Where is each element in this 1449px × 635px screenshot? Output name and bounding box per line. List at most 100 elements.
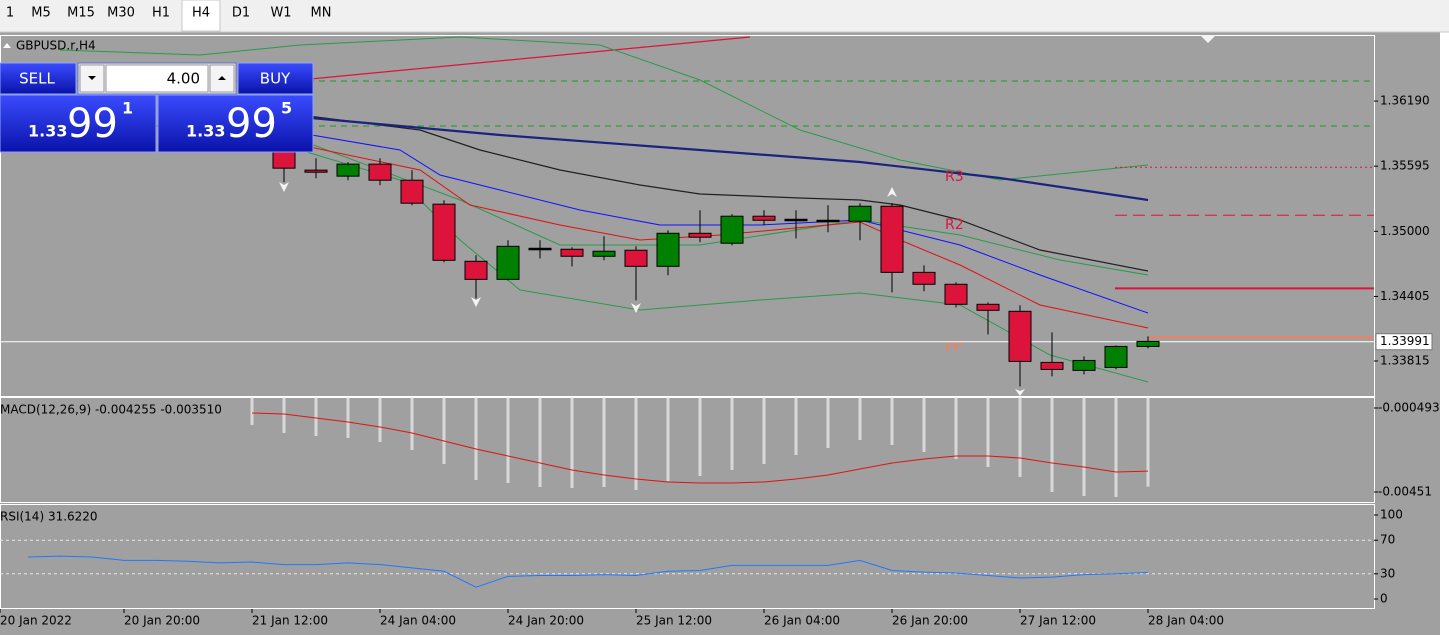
right-edge [1440, 0, 1449, 635]
timeframe-button[interactable]: H4 [192, 6, 210, 21]
y-tick-label: -0.00451 [1378, 485, 1432, 499]
candle-body [400, 179, 424, 204]
macd-bar [986, 397, 990, 467]
y-tick-label: 0 [1380, 592, 1388, 606]
macd-signal [251, 412, 1149, 484]
y-tick-label: 1.34405 [1380, 289, 1430, 303]
candle-body [880, 205, 904, 273]
x-tick-label: 27 Jan 12:00 [1020, 614, 1096, 628]
fractal-down [279, 182, 289, 192]
price-box [1375, 333, 1433, 351]
timeframe-button[interactable]: M5 [31, 6, 51, 21]
buy-button[interactable] [237, 62, 314, 95]
candle-body [624, 249, 648, 267]
macd-bar [346, 397, 350, 438]
x-tick-label: 21 Jan 12:00 [252, 614, 328, 628]
macd-bar [826, 397, 830, 448]
timeframe-button[interactable]: D1 [232, 6, 250, 21]
ma-black [299, 114, 1149, 272]
fractal-down [1015, 389, 1025, 396]
up-arrow [218, 76, 226, 80]
y-tick-label: 100 [1380, 508, 1403, 522]
candle-body [496, 245, 520, 280]
active-timeframe [181, 0, 221, 32]
fractal-down [471, 297, 481, 307]
y-tick-label: 1.33815 [1380, 353, 1430, 367]
rsi-pane [0, 504, 1375, 609]
candle-body [848, 205, 872, 222]
macd-bar [1050, 397, 1054, 492]
bid-box[interactable] [0, 94, 157, 153]
x-tick-label: 26 Jan 04:00 [764, 614, 840, 628]
sell-button[interactable] [0, 62, 77, 95]
candle-body [1072, 359, 1096, 371]
ask-pips: 99 [226, 101, 277, 147]
timeframe-button[interactable]: MN [311, 6, 332, 21]
timeframe-button[interactable]: M15 [67, 6, 95, 21]
macd-bar [954, 397, 958, 459]
macd-bar [602, 397, 606, 487]
candle-body [1008, 310, 1032, 362]
macd-bar [890, 397, 894, 445]
macd-bar [1018, 397, 1022, 477]
x-tick-label: 24 Jan 20:00 [508, 614, 584, 628]
toolbar [0, 0, 1449, 32]
candle-body [944, 283, 968, 305]
fractals [279, 35, 1216, 396]
fractal-down [631, 303, 641, 313]
trade-panel: SELL 4.00 BUY 1.33 99 1 1.33 99 5 [0, 62, 314, 153]
macd-bar [698, 397, 702, 476]
macd-bar [378, 397, 382, 442]
x-tick-label: 24 Jan 04:00 [380, 614, 456, 628]
band-lower [299, 149, 1149, 383]
ma-navy [299, 115, 1149, 202]
timeframe-button[interactable]: M30 [107, 6, 135, 21]
macd-bar [506, 397, 510, 483]
lot-input[interactable] [105, 64, 209, 93]
rsi-line [27, 555, 1149, 588]
timeframe-button[interactable]: H1 [152, 6, 170, 21]
macd-bar [442, 397, 446, 464]
macd-bar [1114, 397, 1118, 497]
trend-line [299, 36, 751, 81]
sell-label: SELL [19, 70, 55, 88]
candle-body [304, 169, 328, 173]
candle-body [432, 203, 456, 261]
timeframe-button[interactable]: W1 [270, 6, 291, 21]
macd-bar [250, 397, 254, 425]
ma-red [299, 144, 1149, 329]
candle-body [976, 303, 1000, 311]
ask-big: 1.33 [186, 122, 225, 141]
macd-bar [410, 397, 414, 450]
ma-blue [299, 132, 1149, 314]
macd-bar [1146, 397, 1150, 487]
macd-bar [634, 397, 638, 490]
ask-fraction: 5 [281, 99, 292, 118]
ask-box[interactable] [157, 94, 314, 153]
shift-marker [1200, 35, 1216, 43]
y-tick-label: 1.36190 [1380, 94, 1430, 108]
macd-bar [794, 397, 798, 455]
candle-body [1104, 345, 1128, 368]
candle-body [464, 260, 488, 280]
candle-body [560, 248, 584, 257]
candle-body [272, 149, 296, 169]
candle-body [336, 163, 360, 177]
candle-body [752, 215, 776, 221]
candle-body [688, 232, 712, 238]
candle-body [720, 215, 744, 244]
candle-body [656, 232, 680, 267]
y-tick-label: 1.35000 [1380, 224, 1430, 238]
x-tick-label: 25 Jan 12:00 [636, 614, 712, 628]
rsi-title: RSI(14) 31.6220 [0, 510, 98, 524]
timeframe-button[interactable]: 1 [6, 6, 14, 21]
candle-body [816, 219, 840, 223]
fractal-up [887, 187, 897, 197]
band-upper [59, 36, 1149, 181]
macd-bar [730, 397, 734, 470]
indicators [0, 35, 1374, 396]
pivot-label: R3 [945, 169, 964, 185]
candle-body [1136, 340, 1160, 347]
price-label: 1.33991 [1380, 334, 1430, 348]
